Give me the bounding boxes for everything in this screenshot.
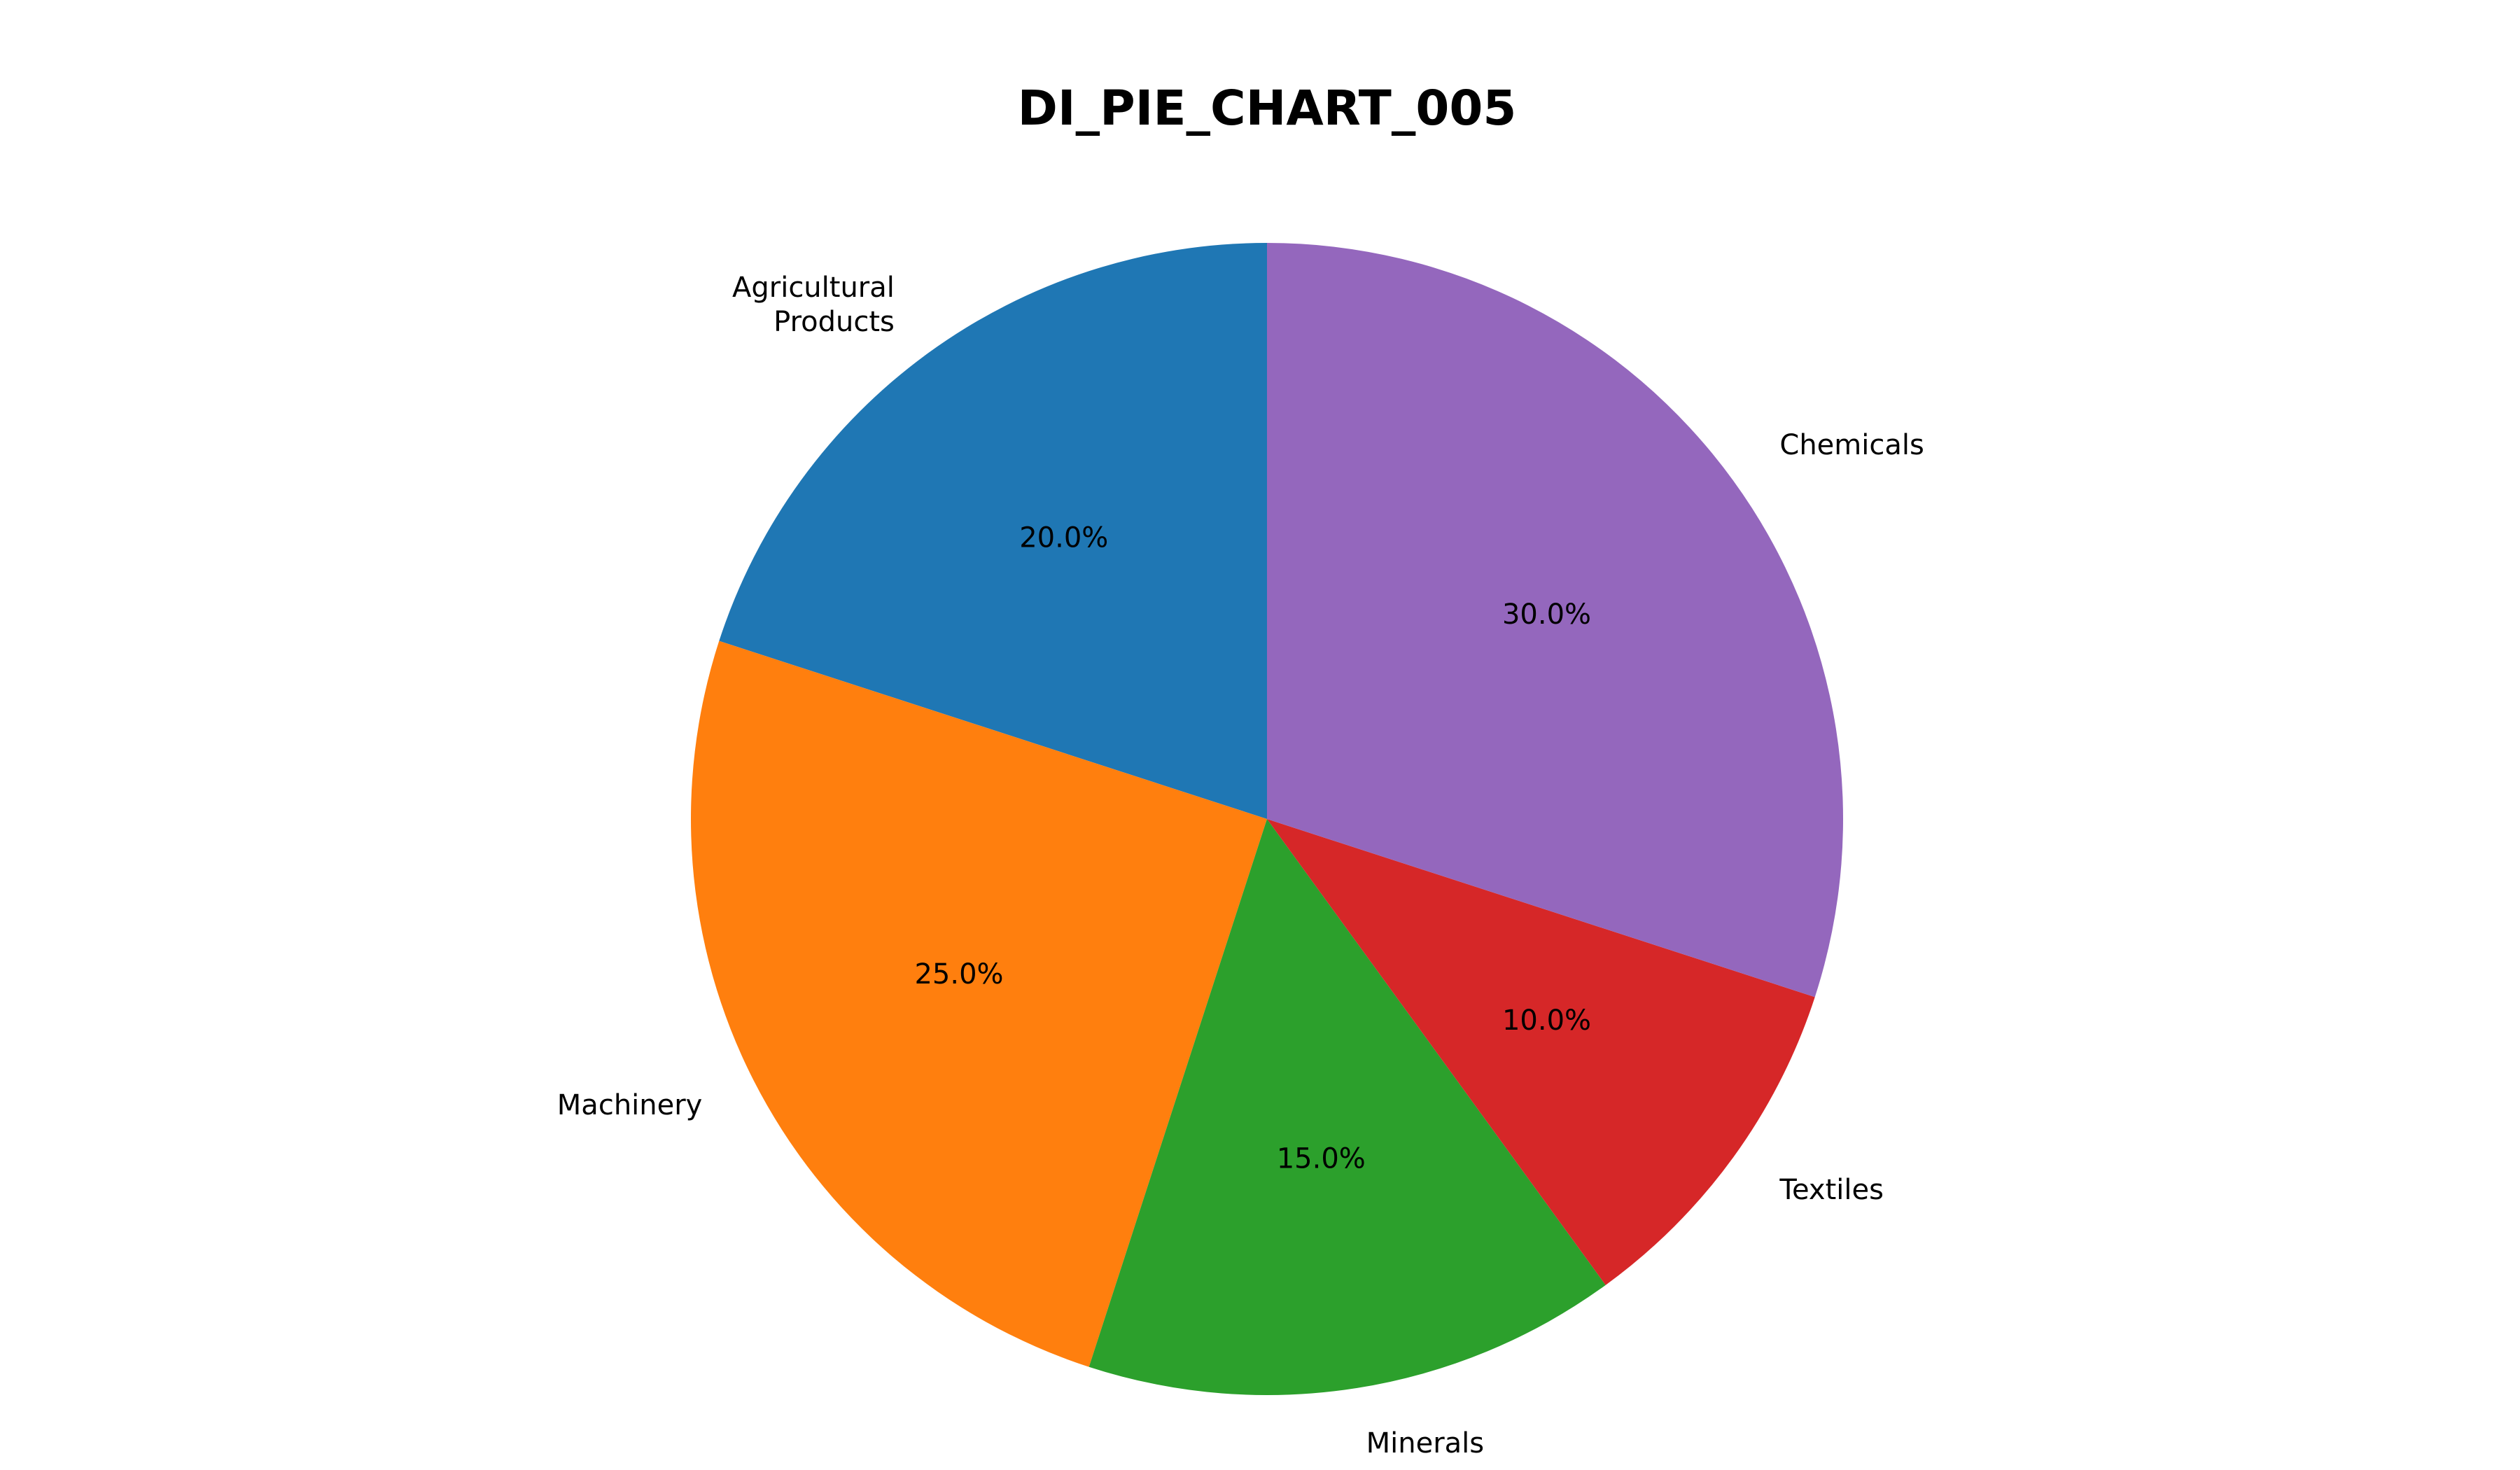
pie-slices: [690, 243, 1843, 1395]
pie-slice-0: [719, 243, 1267, 819]
pie-category-label-2: Minerals: [1366, 1427, 1485, 1460]
pie-category-label-1: Machinery: [557, 1089, 703, 1121]
pie-category-label-0: Agricultural Products: [732, 272, 895, 338]
pie-slice-1: [690, 640, 1267, 1367]
chart-title: DI_PIE_CHART_005: [1018, 80, 1517, 136]
pie-slice-3: [1267, 819, 1815, 1285]
pie-pct-label-1: 25.0%: [914, 958, 1003, 990]
pie-labels: 20.0% Agricultural Products 25.0% Machinery 1…: [557, 272, 1924, 1460]
pie-pct-label-4: 30.0%: [1502, 598, 1591, 631]
pie-pct-label-2: 15.0%: [1277, 1143, 1366, 1175]
pie-category-label-3: Textiles: [1779, 1174, 1884, 1206]
pie-pct-label-0: 20.0%: [1019, 522, 1108, 554]
pie-pct-label-3: 10.0%: [1502, 1004, 1591, 1037]
pie-slice-2: [1088, 819, 1606, 1395]
pie-slice-4: [1267, 243, 1843, 997]
pie-category-label-4: Chemicals: [1779, 429, 1924, 461]
